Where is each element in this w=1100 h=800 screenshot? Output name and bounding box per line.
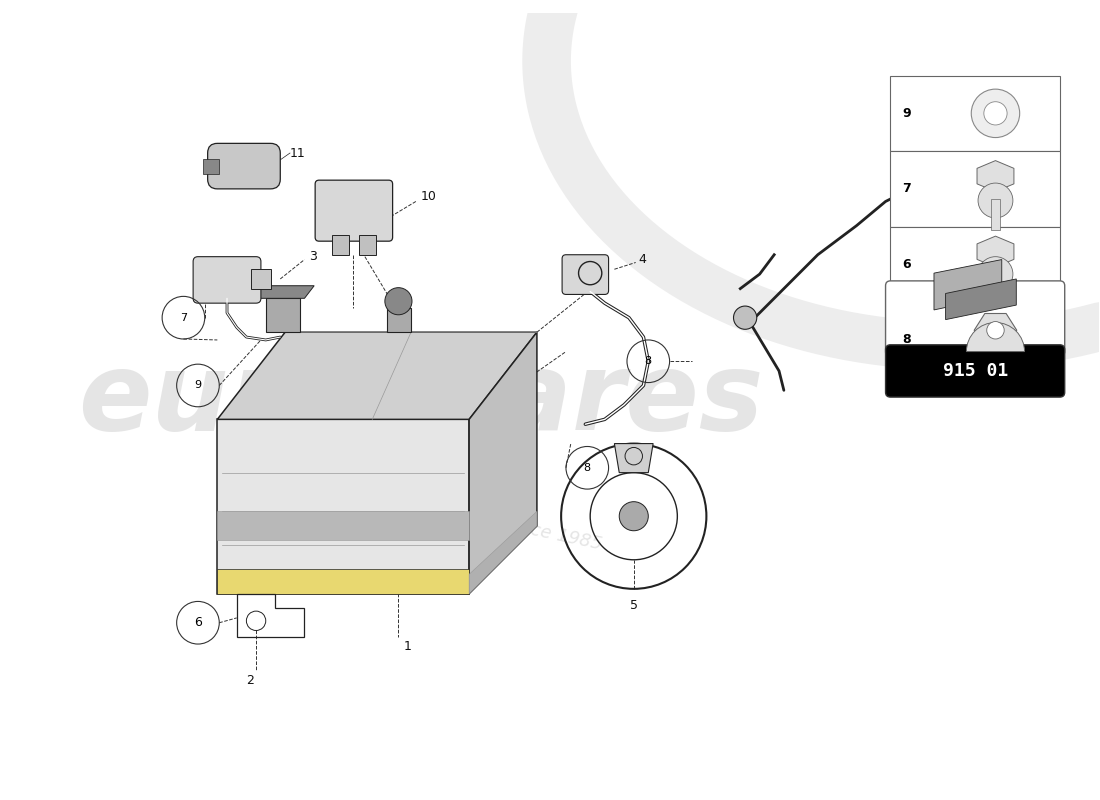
- Text: 11: 11: [290, 146, 306, 159]
- Text: 10: 10: [420, 190, 437, 203]
- Bar: [331, 235, 349, 254]
- Text: 915 01: 915 01: [943, 362, 1008, 380]
- Polygon shape: [615, 443, 653, 473]
- Text: 8: 8: [902, 334, 911, 346]
- Text: a passion for parts since 1985: a passion for parts since 1985: [334, 479, 604, 554]
- Circle shape: [978, 257, 1013, 291]
- Polygon shape: [218, 511, 469, 541]
- Text: 6: 6: [194, 616, 202, 630]
- FancyBboxPatch shape: [562, 254, 608, 294]
- Text: 9: 9: [902, 107, 911, 120]
- Polygon shape: [946, 279, 1016, 320]
- Circle shape: [385, 288, 412, 314]
- Text: 7: 7: [902, 182, 911, 195]
- Circle shape: [978, 183, 1013, 218]
- Polygon shape: [387, 308, 411, 332]
- Bar: [251, 270, 271, 289]
- Wedge shape: [967, 322, 1024, 351]
- Polygon shape: [218, 570, 469, 594]
- Circle shape: [971, 89, 1020, 138]
- Polygon shape: [934, 259, 1002, 310]
- Bar: [890, 302, 1060, 378]
- Bar: [890, 75, 1060, 151]
- FancyBboxPatch shape: [886, 345, 1065, 397]
- Bar: [202, 159, 219, 174]
- Text: 4: 4: [639, 253, 647, 266]
- Bar: [890, 226, 1060, 302]
- Text: 7: 7: [180, 313, 187, 322]
- Text: 8: 8: [584, 462, 591, 473]
- Text: 5: 5: [630, 599, 638, 612]
- FancyBboxPatch shape: [315, 180, 393, 241]
- Text: eurospares: eurospares: [78, 347, 763, 453]
- Bar: [991, 198, 1000, 230]
- Text: 9: 9: [195, 381, 201, 390]
- Polygon shape: [469, 332, 537, 594]
- Polygon shape: [469, 511, 537, 594]
- Text: 1: 1: [404, 641, 411, 654]
- Polygon shape: [251, 286, 315, 298]
- Circle shape: [734, 306, 757, 330]
- Text: 8: 8: [645, 356, 652, 366]
- Bar: [890, 151, 1060, 226]
- Polygon shape: [218, 419, 469, 594]
- Polygon shape: [975, 314, 1016, 347]
- Circle shape: [619, 502, 648, 530]
- Polygon shape: [977, 161, 1014, 191]
- FancyBboxPatch shape: [208, 143, 280, 189]
- Text: 6: 6: [902, 258, 911, 271]
- Circle shape: [987, 322, 1004, 339]
- Polygon shape: [218, 332, 537, 419]
- FancyBboxPatch shape: [194, 257, 261, 303]
- Text: 2: 2: [246, 674, 254, 687]
- Polygon shape: [977, 236, 1014, 267]
- Circle shape: [983, 102, 1008, 125]
- Bar: [359, 235, 376, 254]
- Polygon shape: [266, 298, 299, 332]
- Bar: [991, 272, 1000, 305]
- FancyBboxPatch shape: [886, 281, 1065, 357]
- Text: 3: 3: [309, 250, 317, 263]
